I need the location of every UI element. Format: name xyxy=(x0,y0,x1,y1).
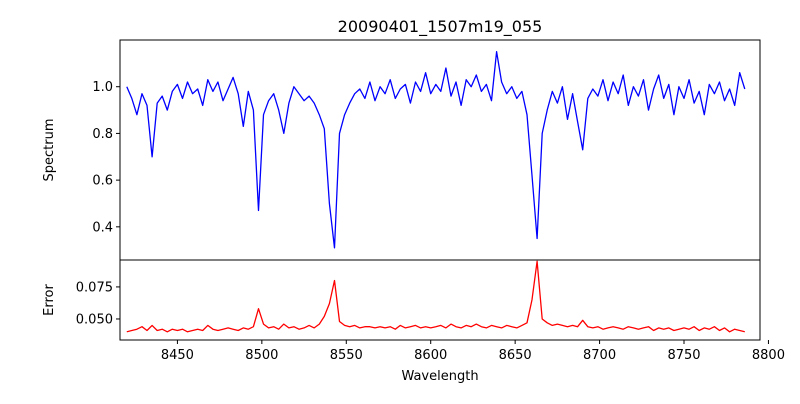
y-tick-label: 0.4 xyxy=(92,220,113,235)
spectrum-line xyxy=(126,51,746,249)
x-axis-label: Wavelength xyxy=(401,369,478,384)
y-tick-label: 0.6 xyxy=(92,174,113,189)
y-tick-label: 0.050 xyxy=(76,312,113,327)
y-tick-label: 0.8 xyxy=(92,127,113,142)
x-tick-label: 8650 xyxy=(499,348,532,363)
axes-frame xyxy=(119,259,761,341)
spectrum-axes: 0.4 0.6 0.8 1.0 xyxy=(92,39,761,261)
error-line xyxy=(126,260,745,333)
error-axes: 0.050 0.075 8450 8500 8550 8600 8650 8700 8750 88… xyxy=(76,259,785,363)
x-tick-label: 8550 xyxy=(330,348,363,363)
x-tick-label: 8600 xyxy=(414,348,447,363)
axes-frame xyxy=(119,39,761,261)
y-tick-label: 1.0 xyxy=(92,80,113,95)
x-tick-label: 8750 xyxy=(667,348,700,363)
x-tick-label: 8700 xyxy=(583,348,616,363)
spectrum-y-label: Spectrum xyxy=(42,119,57,182)
y-tick-label: 0.075 xyxy=(76,280,113,295)
error-y-label: Error xyxy=(42,284,57,316)
x-tick-label: 8800 xyxy=(752,348,785,363)
x-tick-label: 8500 xyxy=(245,348,278,363)
chart-title: 20090401_1507m19_055 xyxy=(338,17,543,37)
x-tick-label: 8450 xyxy=(161,348,194,363)
